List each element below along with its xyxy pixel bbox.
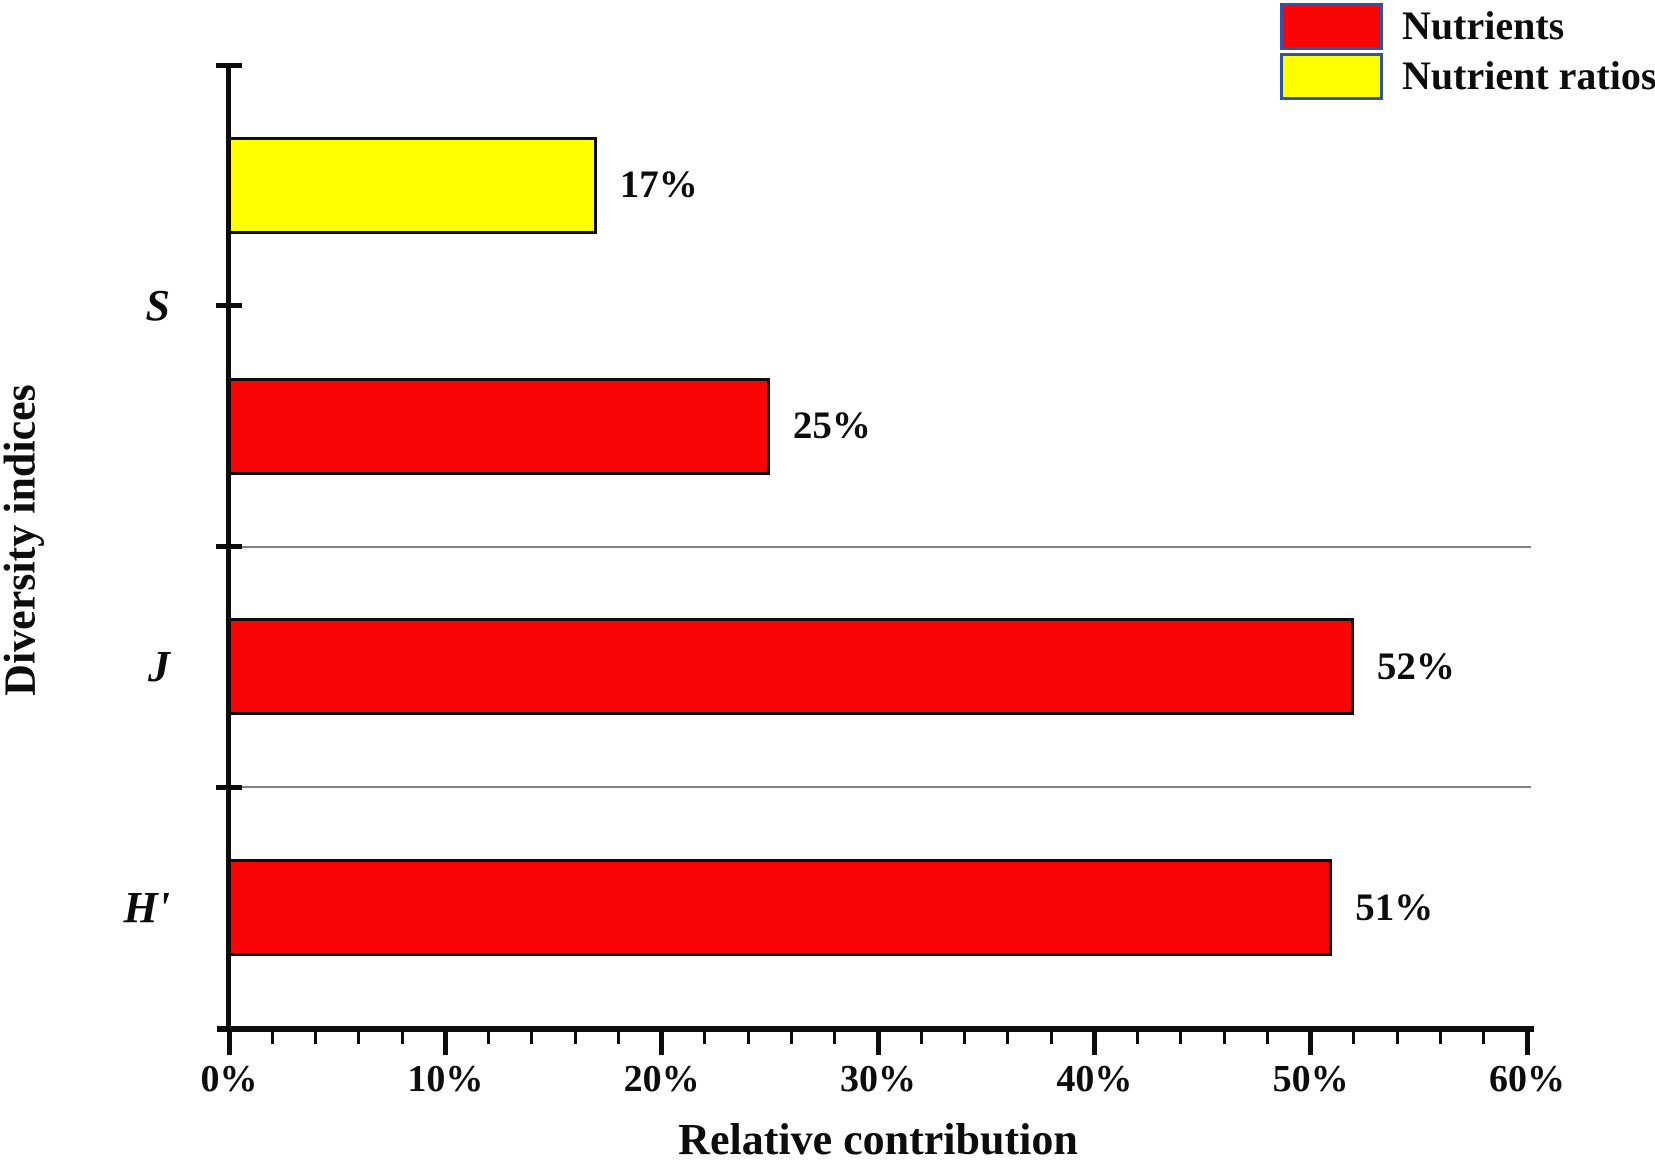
x-axis-minor-tick: [1265, 1028, 1269, 1044]
x-axis-minor-tick: [1482, 1028, 1486, 1044]
x-axis-major-tick: [442, 1028, 448, 1055]
bar-value-label: 51%: [1355, 885, 1434, 929]
x-axis-major-tick: [1091, 1028, 1097, 1055]
bar-H-nutrients: [227, 859, 1333, 957]
bar-value-label: 25%: [792, 404, 871, 448]
x-tick-label: 0%: [200, 1058, 258, 1100]
x-axis-minor-tick: [1352, 1028, 1356, 1044]
bar-value-label: 17%: [619, 163, 698, 207]
x-axis-major-tick: [226, 1028, 232, 1055]
bar-S-nutrient-ratios: [227, 136, 597, 234]
x-axis-minor-tick: [1222, 1028, 1226, 1044]
x-axis-minor-tick: [703, 1028, 707, 1044]
x-tick-label: 60%: [1489, 1058, 1565, 1100]
x-axis-minor-tick: [833, 1028, 837, 1044]
legend-swatch-nutrients: [1280, 3, 1383, 50]
x-tick-label: 50%: [1272, 1058, 1349, 1100]
x-axis-minor-tick: [1438, 1028, 1442, 1044]
bar-S-nutrients: [227, 377, 770, 475]
x-tick-label: 40%: [1056, 1058, 1133, 1100]
x-axis-major-tick: [1524, 1028, 1530, 1055]
x-tick-label: 30%: [840, 1058, 916, 1100]
x-axis-minor-tick: [530, 1028, 534, 1044]
y-axis-line: [226, 65, 231, 1032]
x-axis-minor-tick: [357, 1028, 361, 1044]
legend-item-label: Nutrients: [1402, 3, 1565, 48]
x-axis-major-tick: [1308, 1028, 1314, 1055]
x-tick-label: 10%: [407, 1058, 484, 1100]
x-axis-minor-tick: [573, 1028, 577, 1044]
bar-value-label: 52%: [1376, 644, 1455, 688]
x-axis-minor-tick: [487, 1028, 491, 1044]
y-axis-title: Diversity indices: [0, 384, 45, 696]
x-axis-minor-tick: [789, 1028, 793, 1044]
x-axis-minor-tick: [919, 1028, 923, 1044]
x-axis-major-tick: [659, 1028, 665, 1055]
x-axis-minor-tick: [1395, 1028, 1399, 1044]
x-axis-title: Relative contribution: [678, 1115, 1078, 1164]
legend-item-label: Nutrient ratios: [1402, 53, 1655, 98]
y-category-label: H': [123, 882, 170, 932]
category-separator-gridline: [229, 545, 1531, 548]
x-axis-minor-tick: [746, 1028, 750, 1044]
x-tick-label: 20%: [623, 1058, 700, 1100]
x-axis-minor-tick: [270, 1028, 274, 1044]
x-axis-minor-tick: [1179, 1028, 1183, 1044]
x-axis-minor-tick: [1136, 1028, 1140, 1044]
x-axis-minor-tick: [1049, 1028, 1053, 1044]
legend-swatch-nutrient-ratios: [1280, 53, 1383, 100]
x-axis-minor-tick: [400, 1028, 404, 1044]
y-category-label: S: [145, 280, 170, 330]
x-axis-minor-tick: [314, 1028, 318, 1044]
x-axis-minor-tick: [963, 1028, 967, 1044]
x-axis-minor-tick: [1006, 1028, 1010, 1044]
category-separator-gridline: [229, 786, 1531, 789]
x-axis-major-tick: [875, 1028, 881, 1055]
bar-J-nutrients: [227, 618, 1354, 716]
y-category-label: J: [148, 641, 170, 691]
x-axis-minor-tick: [616, 1028, 620, 1044]
